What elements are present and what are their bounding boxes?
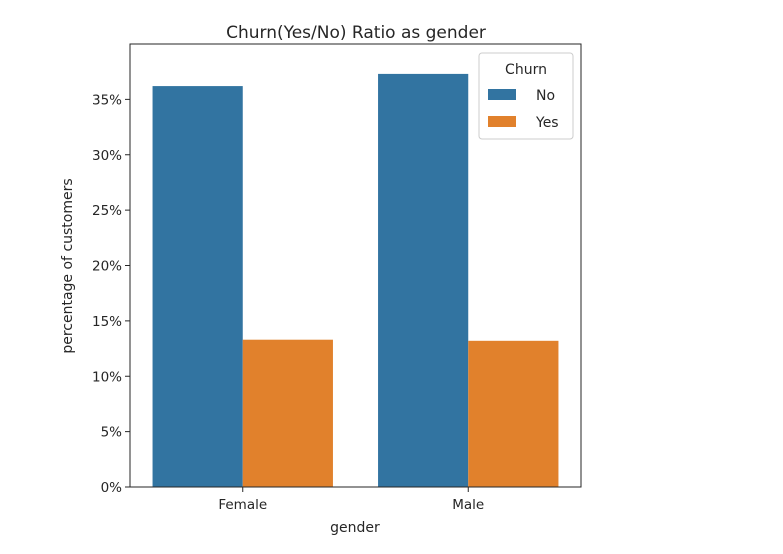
y-tick-label: 5% xyxy=(101,425,123,441)
plot-frame xyxy=(129,43,582,488)
x-tick-label-female: Female xyxy=(218,497,267,513)
legend-label-yes: Yes xyxy=(535,115,559,131)
bar-yes-female xyxy=(242,339,333,487)
bars-layer xyxy=(152,73,559,488)
y-axis: 0% 5% 10% 15% 20% 25% 30% 35% xyxy=(92,92,130,496)
chart-title: Churn(Yes/No) Ratio as gender xyxy=(226,23,486,43)
bar-no-male xyxy=(378,73,469,487)
y-tick-label: 30% xyxy=(92,148,122,164)
legend-label-no: No xyxy=(536,88,555,104)
x-axis: Female Male xyxy=(218,487,484,513)
legend-swatch-yes xyxy=(488,116,516,127)
bar-yes-male xyxy=(468,340,559,487)
y-tick-label: 35% xyxy=(92,92,122,108)
y-tick-label: 0% xyxy=(101,480,123,496)
legend-title: Churn xyxy=(505,62,547,78)
y-axis-label: percentage of customers xyxy=(60,178,76,353)
y-tick-label: 15% xyxy=(92,314,122,330)
y-tick-label: 20% xyxy=(92,259,122,275)
x-axis-label: gender xyxy=(330,520,380,536)
y-tick-label: 10% xyxy=(92,369,122,385)
legend-swatch-no xyxy=(488,89,516,100)
legend: Churn No Yes xyxy=(478,52,574,140)
y-tick-label: 25% xyxy=(92,203,122,219)
x-tick-label-male: Male xyxy=(452,497,484,513)
bar-no-female xyxy=(152,86,243,488)
